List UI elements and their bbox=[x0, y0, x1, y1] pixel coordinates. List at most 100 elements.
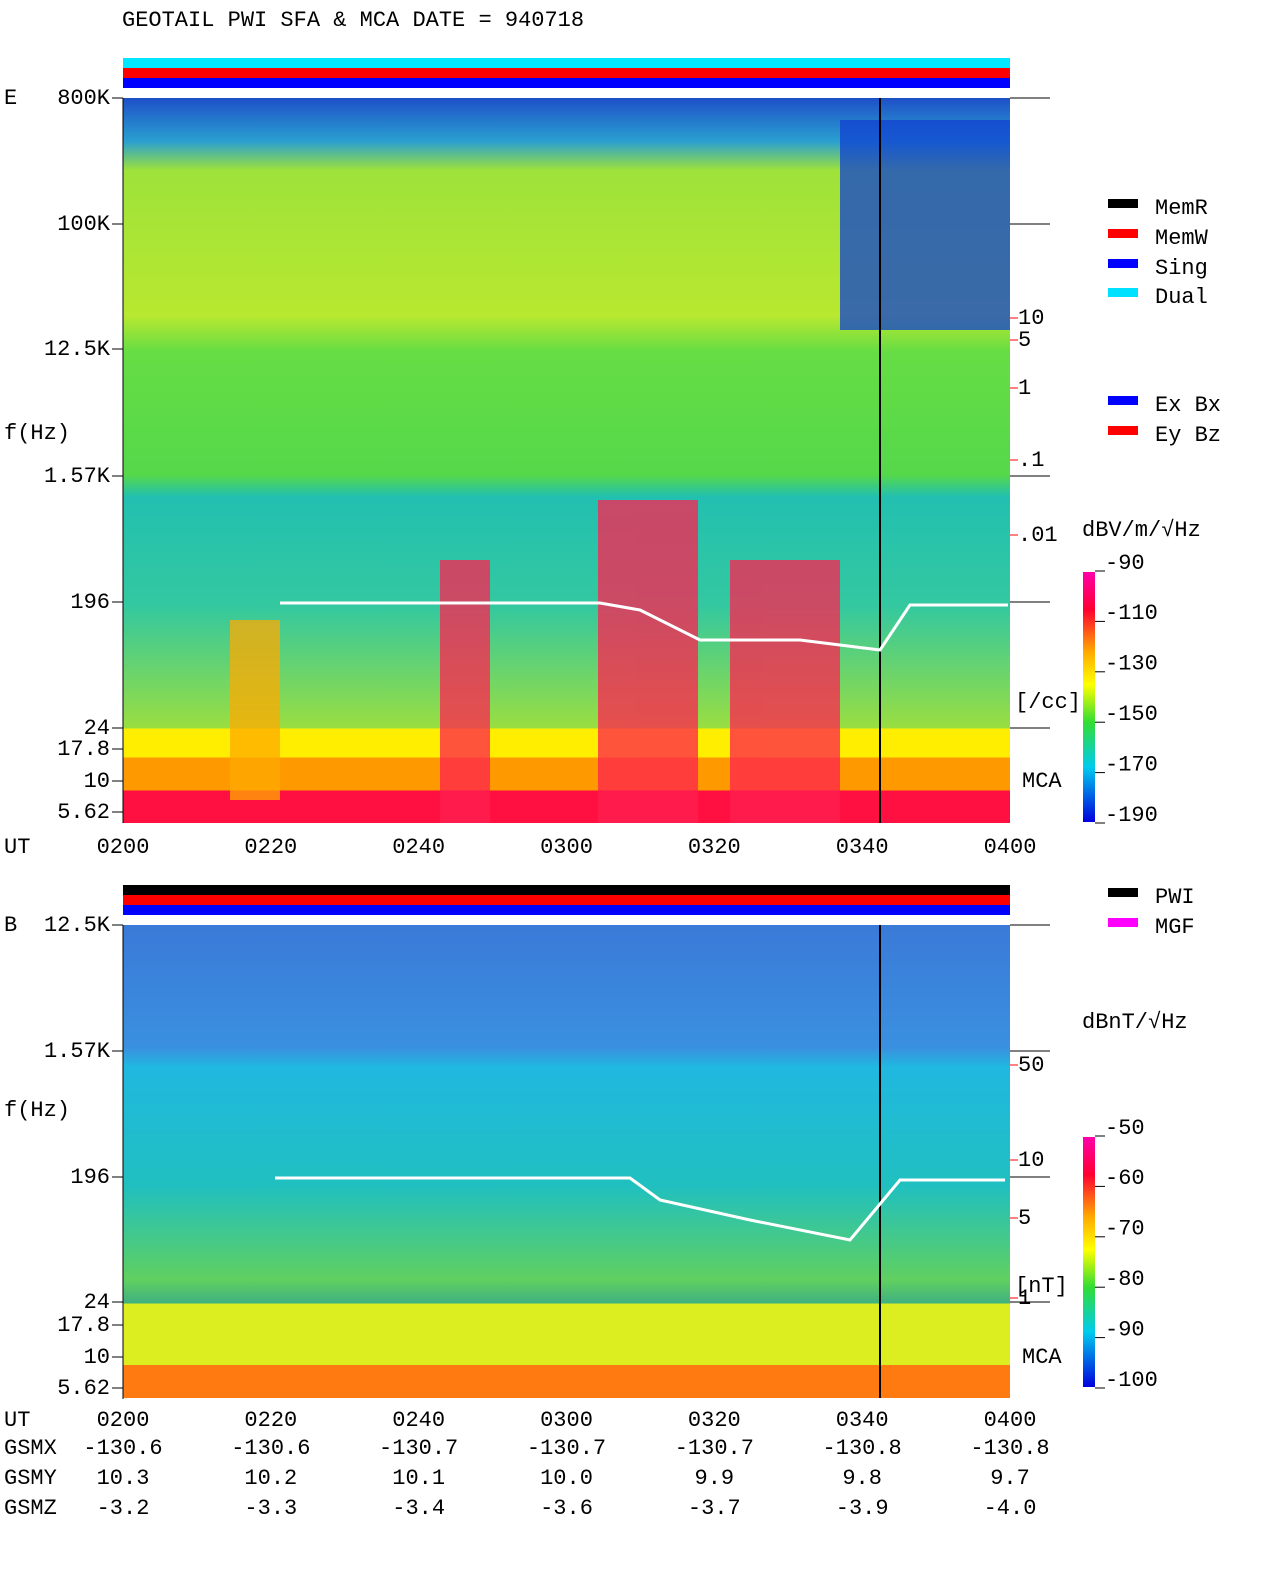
orbit-label: GSMZ bbox=[4, 1496, 57, 1521]
y-tick-label: 1.57K bbox=[44, 464, 111, 489]
b-spectrogram bbox=[123, 925, 1010, 1398]
orbit-value: -130.8 bbox=[823, 1436, 902, 1461]
colorbar-tick-label: -60 bbox=[1105, 1166, 1145, 1191]
y-tick-label: 5.62 bbox=[57, 1376, 110, 1401]
density-unit: [nT] bbox=[1015, 1274, 1068, 1299]
x-tick-label: 0200 bbox=[97, 1408, 150, 1433]
density-tick-label: 5 bbox=[1018, 1206, 1031, 1231]
density-tick-label: .01 bbox=[1018, 523, 1058, 548]
density-tick-label: .1 bbox=[1018, 448, 1044, 473]
density-tick-label: 10 bbox=[1018, 1148, 1044, 1173]
legend-text: MGF bbox=[1155, 915, 1195, 940]
x-tick-label: 0400 bbox=[984, 835, 1037, 860]
orbit-value: -3.4 bbox=[392, 1496, 445, 1521]
colorbar-tick-label: -150 bbox=[1105, 702, 1158, 727]
colorbar-unit: dBnT/√Hz bbox=[1082, 1010, 1188, 1035]
x-tick-label: 0220 bbox=[244, 835, 297, 860]
x-tick-label: 0340 bbox=[836, 1408, 889, 1433]
legend-swatch bbox=[1108, 918, 1138, 927]
colorbar-tick-label: -190 bbox=[1105, 803, 1158, 828]
x-axis-label: UT bbox=[4, 1408, 30, 1433]
colorbar-tick-label: -130 bbox=[1105, 652, 1158, 677]
orbit-value: -130.7 bbox=[527, 1436, 606, 1461]
y-tick-label: 1.57K bbox=[44, 1039, 111, 1064]
x-axis-label: UT bbox=[4, 835, 30, 860]
y-tick-label: 24 bbox=[84, 1290, 110, 1315]
orbit-value: -3.9 bbox=[836, 1496, 889, 1521]
colorbar-tick-label: -90 bbox=[1105, 551, 1145, 576]
y-tick-label: 196 bbox=[70, 590, 110, 615]
density-tick-label: 5 bbox=[1018, 328, 1031, 353]
orbit-value: -130.6 bbox=[83, 1436, 162, 1461]
orbit-value: 10.3 bbox=[97, 1466, 150, 1491]
orbit-value: -3.3 bbox=[244, 1496, 297, 1521]
legend-text: MemR bbox=[1155, 196, 1208, 221]
y-axis-label: f(Hz) bbox=[4, 1098, 70, 1123]
colorbar-tick-label: -70 bbox=[1105, 1217, 1145, 1242]
legend-swatch bbox=[1108, 199, 1138, 208]
x-tick-label: 0220 bbox=[244, 1408, 297, 1433]
orbit-label: GSMY bbox=[4, 1466, 57, 1491]
density-tick-label: 50 bbox=[1018, 1053, 1044, 1078]
x-tick-label: 0400 bbox=[984, 1408, 1037, 1433]
density-tick-label: 1 bbox=[1018, 1286, 1031, 1311]
y-tick-label: 24 bbox=[84, 716, 110, 741]
density-unit: [/cc] bbox=[1015, 690, 1081, 715]
y-axis-label: f(Hz) bbox=[4, 421, 70, 446]
colorbar-tick-label: -110 bbox=[1105, 601, 1158, 626]
orbit-value: -3.2 bbox=[97, 1496, 150, 1521]
legend-text: PWI bbox=[1155, 885, 1195, 910]
mca-label: MCA bbox=[1022, 769, 1062, 794]
y-tick-label: 12.5K bbox=[44, 337, 111, 362]
y-tick-label: 17.8 bbox=[57, 737, 110, 762]
legend-swatch bbox=[1108, 229, 1138, 238]
y-tick-label: 5.62 bbox=[57, 800, 110, 825]
orbit-value: 10.0 bbox=[540, 1466, 593, 1491]
y-tick-label: 12.5K bbox=[44, 913, 111, 938]
legend-swatch bbox=[1108, 259, 1138, 268]
colorbar-tick-label: -170 bbox=[1105, 752, 1158, 777]
orbit-label: GSMX bbox=[4, 1436, 57, 1461]
b-mode-bars bbox=[123, 885, 1010, 915]
y-tick-label: 17.8 bbox=[57, 1313, 110, 1338]
e-mode-bars bbox=[123, 58, 1010, 88]
colorbar-tick-label: -80 bbox=[1105, 1267, 1145, 1292]
legend-swatch bbox=[1108, 426, 1138, 435]
density-tick-label: 10 bbox=[1018, 306, 1044, 331]
y-tick-label: 800K bbox=[57, 86, 111, 111]
x-tick-label: 0300 bbox=[540, 1408, 593, 1433]
orbit-value: -3.7 bbox=[688, 1496, 741, 1521]
legend-swatch bbox=[1108, 396, 1138, 405]
y-tick-label: 196 bbox=[70, 1165, 110, 1190]
mca-label: MCA bbox=[1022, 1345, 1062, 1370]
orbit-value: 9.8 bbox=[842, 1466, 882, 1491]
orbit-value: -130.7 bbox=[379, 1436, 458, 1461]
legend-text: Ex Bx bbox=[1155, 393, 1221, 418]
e-colorbar bbox=[1083, 572, 1095, 822]
orbit-value: -130.8 bbox=[970, 1436, 1049, 1461]
orbit-value: 9.7 bbox=[990, 1466, 1030, 1491]
orbit-value: -3.6 bbox=[540, 1496, 593, 1521]
legend-swatch bbox=[1108, 888, 1138, 897]
x-tick-label: 0240 bbox=[392, 835, 445, 860]
b-colorbar bbox=[1083, 1137, 1095, 1387]
legend-text: Sing bbox=[1155, 256, 1208, 281]
orbit-value: 9.9 bbox=[695, 1466, 735, 1491]
title: GEOTAIL PWI SFA & MCA DATE = 940718 bbox=[122, 8, 584, 33]
y-tick-label: 10 bbox=[84, 1345, 110, 1370]
colorbar-tick-label: -50 bbox=[1105, 1116, 1145, 1141]
orbit-value: -4.0 bbox=[984, 1496, 1037, 1521]
density-tick-label: 1 bbox=[1018, 376, 1031, 401]
panel-label: E bbox=[4, 86, 17, 111]
orbit-value: -130.7 bbox=[675, 1436, 754, 1461]
x-tick-label: 0200 bbox=[97, 835, 150, 860]
legend-text: Ey Bz bbox=[1155, 423, 1221, 448]
x-tick-label: 0240 bbox=[392, 1408, 445, 1433]
legend-text: MemW bbox=[1155, 226, 1209, 251]
colorbar-tick-label: -100 bbox=[1105, 1368, 1158, 1393]
y-tick-label: 100K bbox=[57, 212, 111, 237]
x-tick-label: 0300 bbox=[540, 835, 593, 860]
legend-text: Dual bbox=[1155, 285, 1208, 310]
colorbar-tick-label: -90 bbox=[1105, 1317, 1145, 1342]
